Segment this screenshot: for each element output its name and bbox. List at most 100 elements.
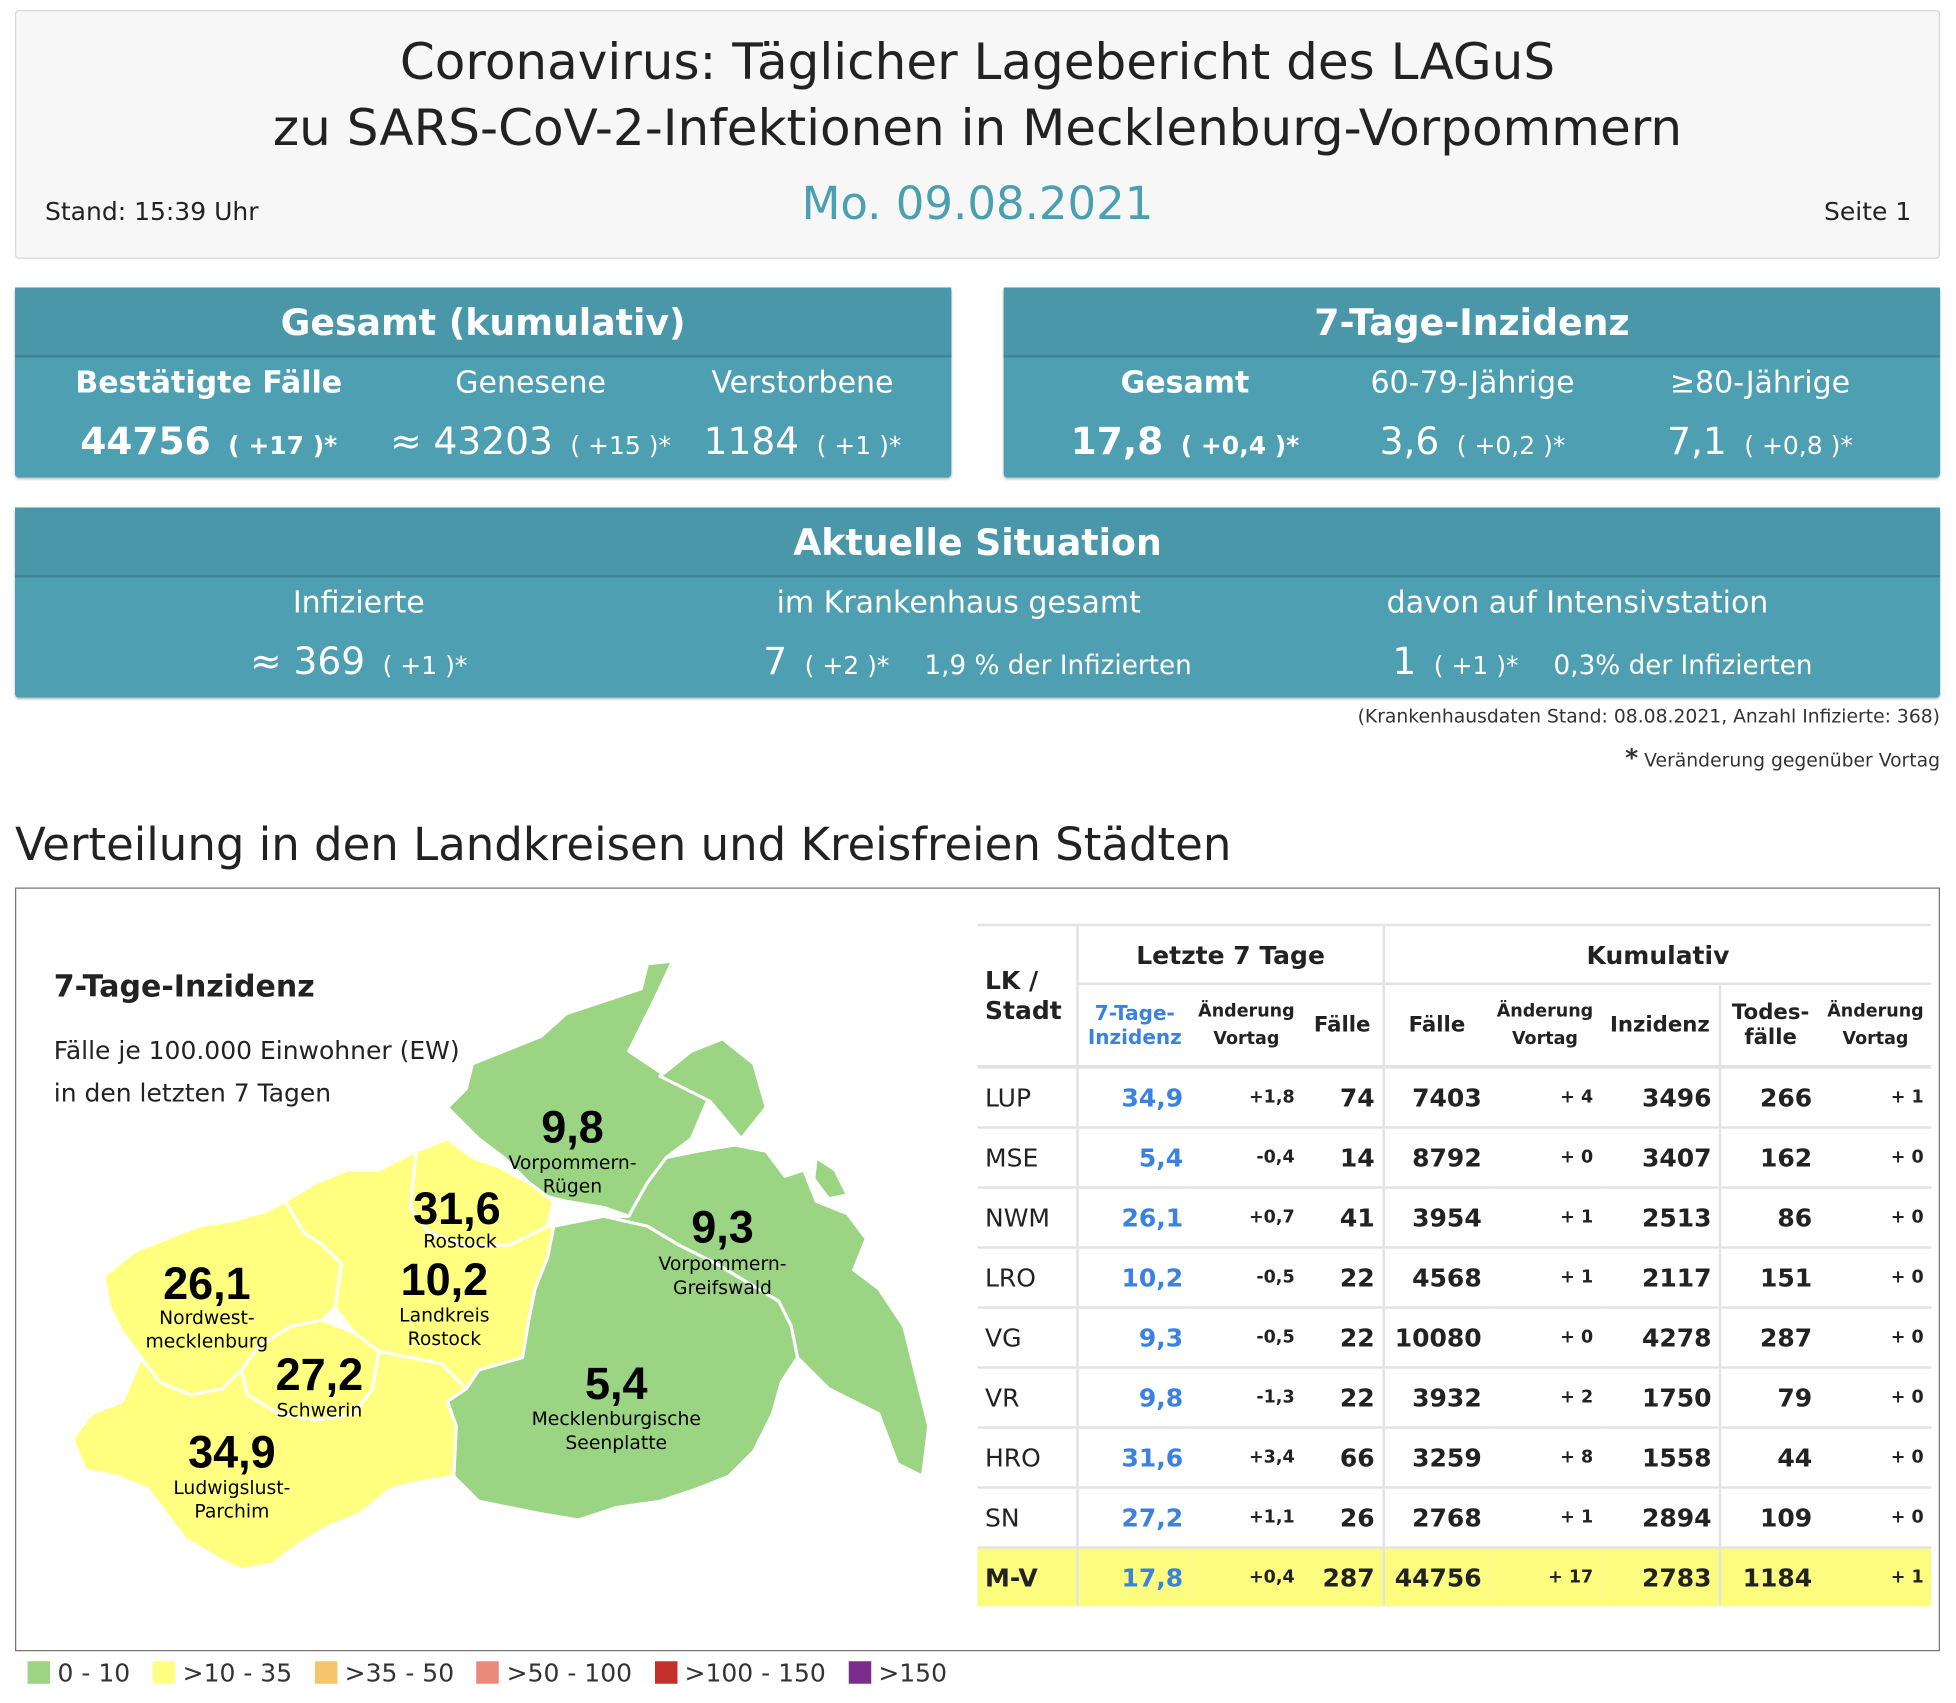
incidence-total-cell: 3496 [1600,1065,1721,1127]
deaths-change-cell: + 0 [1819,1425,1932,1487]
map-title: 7-Tage-Inzidenz [53,968,315,1004]
incidence-cell: 10,2 [1076,1245,1191,1307]
incidence-total-cell: 4278 [1600,1305,1721,1367]
cases-7d-cell: 41 [1302,1185,1384,1247]
legend-item: 0 - 10 [27,1658,130,1688]
stat-delta: ( +0,2 )* [1456,430,1566,460]
district-cell: LUP [977,1065,1078,1127]
map-value-mse: 5,4 [584,1357,648,1409]
col-faelle: Fälle [1382,982,1490,1067]
deaths-cell: 287 [1719,1305,1820,1367]
stat-delta: ( +0,4 )* [1180,430,1300,460]
legend-swatch [848,1661,871,1684]
page-number: Seite 1 [1824,196,1912,227]
stat-value: 44756 [80,420,211,464]
stat-extra: 1,9 % der Infizierten [924,650,1192,680]
incidence-change-cell: +0,4 [1190,1545,1303,1606]
incidence-change-cell: +1,1 [1190,1485,1303,1547]
district-cell: LRO [977,1245,1078,1307]
map-name-vr: Vorpommern- Rügen [508,1151,637,1198]
district-cell: NWM [977,1185,1078,1247]
cases-change-cell: + 1 [1489,1185,1601,1247]
legend-item: >10 - 35 [152,1658,292,1688]
incidence-cell: 34,9 [1076,1065,1191,1127]
deaths-change-cell: + 1 [1819,1545,1932,1606]
stat-label: Verstorbene [711,365,894,400]
report-date: Mo. 09.08.2021 [801,178,1154,230]
table-row: LRO 10,2 -0,5 22 4568 + 1 2117 151 + 0 [977,1245,1932,1307]
map-value-vr: 9,8 [541,1101,604,1153]
incidence-total-cell: 3407 [1600,1125,1721,1187]
table-row: VR 9,8 -1,3 22 3932 + 2 1750 79 + 0 [977,1365,1932,1427]
col-change: Änderung Vortag [1190,982,1303,1067]
incidence-total-cell: 2783 [1600,1545,1721,1606]
legend-label: >150 [878,1657,947,1688]
district-table: LK / Stadt Letzte 7 Tage Kumulativ 7-Tage… [977,923,1932,1606]
stat-delta: ( +2 )* [804,650,890,680]
stat-delta: ( +17 )* [228,430,338,460]
col-todesfaelle: Todes-fälle [1719,982,1820,1067]
incidence-cell: 5,4 [1076,1125,1191,1187]
stat-label: 60-79-Jährige [1370,365,1575,400]
cases-total-cell: 3932 [1382,1365,1490,1427]
cases-change-cell: + 0 [1489,1125,1601,1187]
map-name-hro: Rostock [423,1230,497,1253]
legend-item: >100 - 150 [654,1658,826,1688]
legend-label: >35 - 50 [344,1657,455,1688]
stat-value: 17,8 [1070,420,1164,464]
incidence-cell: 31,6 [1076,1425,1191,1487]
stand-time: Stand: 15:39 Uhr [45,196,259,227]
incidence-total-cell: 2117 [1600,1245,1721,1307]
cases-change-cell: + 1 [1489,1245,1601,1307]
legend-item: >50 - 100 [476,1658,632,1688]
map-subtitle-1: Fälle je 100.000 Einwohner (EW) [53,1035,460,1065]
legend-item: >150 [848,1658,947,1688]
deaths-change-cell: + 0 [1819,1485,1932,1547]
mv-map [70,959,931,1572]
deaths-change-cell: + 0 [1819,1305,1932,1367]
cases-total-cell: 8792 [1382,1125,1490,1187]
table-row: SN 27,2 +1,1 26 2768 + 1 2894 109 + 0 [977,1485,1932,1547]
map-value-sn: 27,2 [275,1348,364,1400]
incidence-cell: 17,8 [1076,1545,1191,1606]
report-header: Coronavirus: Täglicher Lagebericht des L… [15,10,1940,259]
map-value-lup: 34,9 [188,1426,276,1478]
cases-change-cell: + 1 [1489,1485,1601,1547]
deaths-change-cell: + 0 [1819,1245,1932,1307]
incidence-change-cell: +0,7 [1190,1185,1303,1247]
col-inzidenz-cum: Inzidenz [1600,982,1721,1067]
map-value-lro: 10,2 [400,1253,489,1305]
stat-value: 1 [1392,640,1417,684]
inzidenz-box: 7-Tage-Inzidenz Gesamt 17,8 ( +0,4 )* 60-7… [1003,287,1940,478]
col-tchange: Änderung Vortag [1819,982,1932,1067]
map-legend: 0 - 10 >10 - 35 >35 - 50 >50 - 100 >100 - 15… [27,1657,970,1688]
col-kchange: Änderung Vortag [1489,982,1601,1067]
legend-swatch [314,1661,338,1684]
gesamt-box: Gesamt (kumulativ) Bestätigte Fälle 44756… [15,287,952,478]
cases-total-cell: 3259 [1382,1425,1490,1487]
district-cell: MSE [977,1125,1078,1187]
table-row: NWM 26,1 +0,7 41 3954 + 1 2513 86 + 0 [977,1185,1932,1247]
cases-change-cell: + 4 [1489,1065,1601,1127]
deaths-cell: 79 [1719,1365,1820,1427]
deaths-change-cell: + 0 [1819,1365,1932,1427]
cases-change-cell: + 8 [1489,1425,1601,1487]
cases-change-cell: + 17 [1489,1545,1601,1606]
stat-label: Genesene [455,365,606,400]
asterisk: * [1625,742,1639,773]
cases-total-cell: 7403 [1382,1065,1490,1127]
legend-swatch [654,1661,678,1684]
stat-delta: ( +1 )* [382,650,468,680]
map-name-lup: Ludwigslust- Parchim [173,1476,291,1523]
col-lk: LK / Stadt [977,923,1078,1067]
map-name-nwm: Nordwest-mecklenburg [145,1306,269,1353]
deaths-cell: 151 [1719,1245,1820,1307]
stat-extra: 0,3% der Infizierten [1553,650,1813,680]
cases-7d-cell: 14 [1302,1125,1384,1187]
incidence-cell: 9,3 [1076,1305,1191,1367]
district-cell: VG [977,1305,1078,1367]
cases-7d-cell: 74 [1302,1065,1384,1127]
stat-value: ≈ 369 [250,640,366,684]
stat-delta: ( +1 )* [1433,650,1519,680]
cases-change-cell: + 2 [1489,1365,1601,1427]
